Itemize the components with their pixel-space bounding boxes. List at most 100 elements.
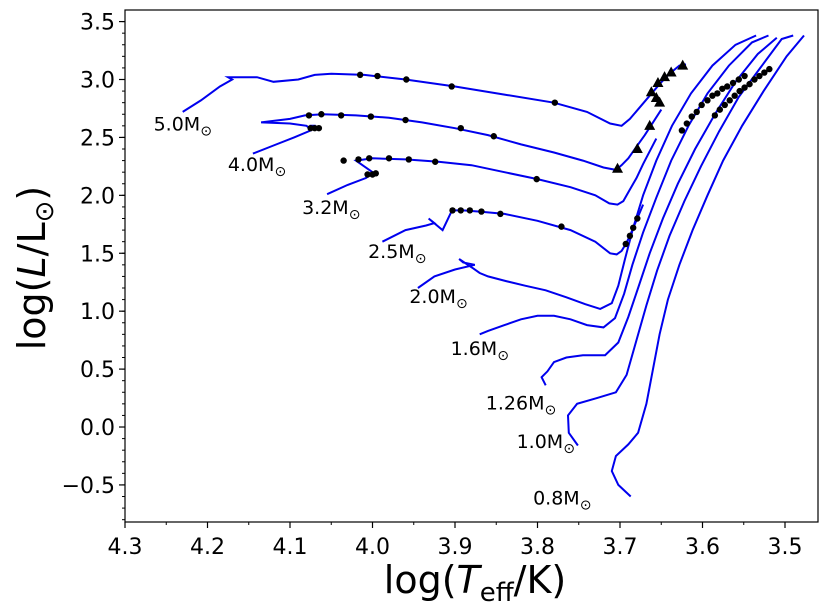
giant-branch-dot [698,101,705,109]
track-dot-marker [490,133,497,140]
track-dot-marker [356,71,364,79]
giant-branch-dot [746,80,753,88]
track-dot-marker [372,170,379,177]
giant-branch-dot [766,65,773,73]
evolution-tracks [182,34,805,498]
track-triangle-marker [650,92,662,103]
giant-branch-dot [761,69,768,76]
x-tick-label: 3.9 [438,535,473,560]
track-dot-marker [337,112,345,119]
track-dot-marker [478,208,485,215]
x-tick-label: 4.0 [355,535,390,560]
track-dot-marker [634,215,641,222]
y-tick-label: 1.0 [80,300,115,325]
giant-branch-dot [693,108,700,116]
track-dot-marker [374,72,381,80]
giant-branch-dot [711,112,719,119]
giant-branch-dot [751,76,758,83]
track-dot-marker [449,207,456,214]
markers [305,59,773,248]
track-dot-marker [533,175,540,183]
track-triangle-marker [659,71,671,82]
track-label-4.0: 4.0M⊙ [228,154,286,180]
giant-branch-dot [736,87,743,95]
track-dot-marker [457,207,464,214]
x-tick-label: 4.2 [190,535,225,560]
track-label-0.8: 0.8M⊙ [533,488,591,514]
x-tick-label: 4.1 [273,535,308,560]
giant-branch-dot [678,127,686,134]
track-label-1.6: 1.6M⊙ [451,338,509,364]
track-triangle-marker [677,59,689,70]
giant-branch-dot [731,92,738,99]
track-0.8msun [610,34,805,498]
track-triangle-marker [612,162,624,173]
y-tick-label: 3.5 [80,11,115,36]
track-dot-marker [551,99,559,106]
y-tick-label: 3.0 [80,69,115,94]
track-dot-marker [305,112,313,119]
track-dot-marker [367,113,375,120]
track-triangle-marker [652,76,664,87]
y-axis-label: log(L/L⊙) [10,186,60,351]
giant-branch-dot [735,76,742,83]
track-dot-marker [630,224,637,231]
giant-branch-dot [756,72,763,80]
track-dot-marker [402,116,409,124]
track-triangle-marker [631,143,643,154]
giant-branch-dot [714,90,721,97]
track-label-2.0: 2.0M⊙ [409,286,467,312]
x-tick-label: 3.8 [520,535,555,560]
x-ticks: 4.3 4.2 4.1 4.0 3.9 3.8 3.7 3.6 3.5 [108,522,803,560]
track-dot-marker [457,124,464,132]
giant-branch-dot [726,97,733,104]
track-dot-marker [340,157,347,164]
y-tick-label: −0.5 [62,474,115,499]
track-dot-marker [364,171,371,178]
giant-branch-dot [721,101,728,109]
giant-branch-dot [741,72,748,80]
x-tick-label: 3.7 [603,535,638,560]
track-dot-marker [626,232,634,240]
giant-branch-dot [688,113,695,120]
track-dot-marker [497,210,504,218]
track-label-1.0: 1.0M⊙ [517,431,575,457]
track-label-3.2: 3.2M⊙ [302,197,360,223]
giant-branch-dot [683,120,691,127]
track-dot-marker [318,111,325,118]
x-tick-label: 3.5 [768,535,803,560]
track-2.0msun [417,34,757,310]
y-ticks: −0.5 0.0 0.5 1.0 1.5 2.0 2.5 3.0 3.5 [62,11,125,521]
track-dot-marker [622,240,629,248]
giant-branch-dot [709,92,716,99]
track-dot-marker [366,155,373,162]
giant-branch-dot [716,106,724,113]
track-dot-marker [558,223,565,230]
x-axis-label: log(Teff/K) [384,558,566,608]
track-dot-marker [466,207,474,214]
x-tick-label: 4.3 [108,535,143,560]
track-dot-marker [355,156,362,163]
giant-branch-dot [741,84,748,91]
plot-frame [124,9,819,523]
giant-branch-dot [704,97,711,104]
giant-branch-dot [729,79,737,87]
track-triangle-marker [665,66,677,77]
track-dot-marker [385,155,393,162]
track-triangle-marker [644,119,656,130]
track-dot-marker [315,124,323,132]
track-dot-marker [405,156,412,163]
y-tick-label: 0.0 [80,416,115,441]
track-5.0msun [182,63,687,127]
track-labels: 0.8M⊙ 1.0M⊙ 1.26M⊙ 1.6M⊙ 2.0M⊙ 2.5M⊙ 3.2M⊙ 4.0M… [154,113,592,513]
track-1.6msun [479,34,769,336]
giant-branch-dot [719,85,726,92]
track-label-5.0: 5.0M⊙ [154,113,212,139]
y-tick-label: 2.5 [80,126,115,151]
y-tick-label: 0.5 [80,358,115,383]
y-tick-label: 1.5 [80,242,115,267]
giant-branch-dot [724,83,731,90]
track-dot-marker [403,76,410,83]
track-triangle-marker [645,86,657,97]
